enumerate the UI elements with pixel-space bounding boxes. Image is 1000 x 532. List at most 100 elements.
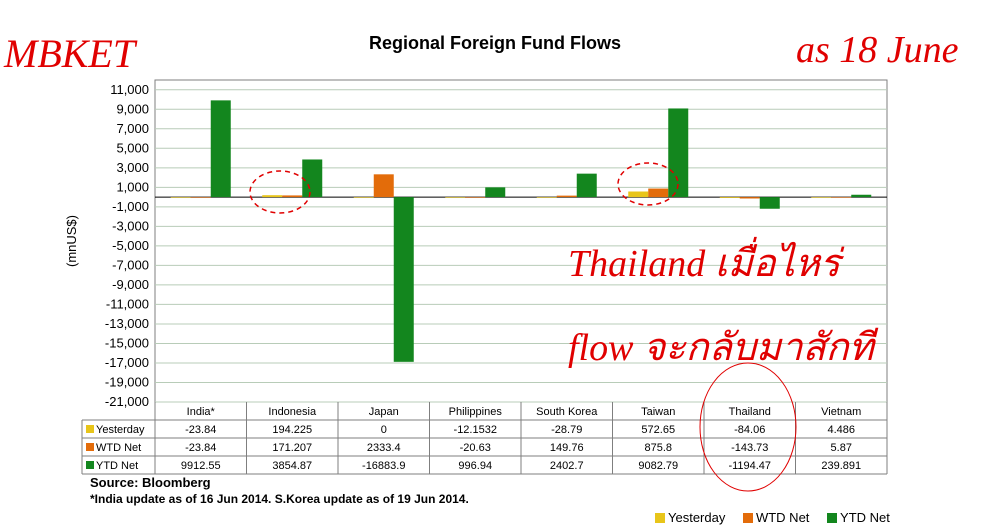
- bar-ytd-net: [302, 159, 323, 198]
- y-tick-label: -11,000: [106, 296, 149, 311]
- data-label: 171.207: [272, 442, 312, 454]
- bar-wtd-net: [190, 197, 211, 198]
- y-tick-label: 7,000: [116, 121, 149, 136]
- table-series-label: Yesterday: [96, 424, 145, 436]
- data-label: -12.1532: [454, 424, 497, 436]
- bar-wtd-net: [739, 197, 760, 199]
- as-of-date: as 18 June: [796, 29, 959, 71]
- y-tick-label: -7,000: [112, 257, 149, 272]
- bar-yesterday: [536, 197, 557, 198]
- chart-title: Regional Foreign Fund Flows: [369, 33, 621, 53]
- data-label: 2333.4: [367, 442, 401, 454]
- y-tick-label: -19,000: [105, 374, 149, 389]
- legend-swatch: [655, 513, 665, 523]
- x-tick-label: Thailand: [729, 406, 771, 418]
- legend-label: WTD Net: [755, 510, 810, 525]
- bar-ytd-net: [851, 194, 872, 198]
- table-swatch: [86, 425, 94, 433]
- data-label: 4.486: [827, 424, 855, 436]
- data-label: -23.84: [185, 424, 216, 436]
- x-tick-label: Japan: [369, 406, 399, 418]
- circle-thailand: [699, 362, 797, 492]
- bar-yesterday: [719, 197, 740, 198]
- data-label: 149.76: [550, 442, 584, 454]
- data-label: -20.63: [460, 442, 491, 454]
- bar-yesterday: [445, 197, 466, 198]
- data-label: -28.79: [551, 424, 582, 436]
- bar-yesterday: [353, 197, 374, 198]
- y-tick-label: -5,000: [112, 238, 149, 253]
- legend-label: YTD Net: [840, 510, 890, 525]
- legend: Yesterday WTD Net YTD Net: [655, 510, 904, 525]
- dashed-circle-taiwan: [617, 162, 679, 206]
- y-tick-label: 3,000: [116, 160, 149, 175]
- brand-label: MBKET: [4, 31, 136, 76]
- legend-swatch: [742, 513, 753, 523]
- x-tick-label: Vietnam: [821, 406, 861, 418]
- legend-item-wtd: WTD Net: [742, 510, 810, 525]
- bar-wtd-net: [648, 188, 669, 198]
- table-swatch: [86, 443, 94, 451]
- y-tick-label: -21,000: [105, 394, 149, 409]
- x-tick-label: Taiwan: [641, 406, 675, 418]
- bar-ytd-net: [485, 187, 506, 198]
- y-tick-label: -3,000: [112, 218, 149, 233]
- data-label: -143.73: [731, 442, 768, 454]
- bar-ytd-net: [668, 108, 689, 198]
- x-tick-label: South Korea: [536, 406, 598, 418]
- data-label: 572.65: [641, 424, 675, 436]
- bar-ytd-net: [576, 173, 597, 198]
- footnote: *India update as of 16 Jun 2014. S.Korea…: [90, 492, 469, 506]
- table-series-label: YTD Net: [96, 460, 138, 472]
- y-tick-label: -17,000: [105, 355, 149, 370]
- legend-item-ytd: YTD Net: [827, 510, 890, 525]
- y-tick-label: 1,000: [116, 179, 149, 194]
- bar-wtd-net: [373, 174, 394, 198]
- source-note: Source: Bloomberg: [90, 475, 211, 490]
- bar-yesterday: [170, 197, 191, 198]
- bar-ytd-net: [759, 197, 780, 209]
- bar-wtd-net: [282, 195, 303, 198]
- x-tick-label: Indonesia: [268, 406, 317, 418]
- data-label: -16883.9: [362, 460, 405, 472]
- y-tick-label: -15,000: [105, 335, 149, 350]
- y-tick-label: 5,000: [116, 140, 149, 155]
- data-label: 2402.7: [550, 460, 584, 472]
- table-series-label: WTD Net: [96, 442, 141, 454]
- data-label: 5.87: [831, 442, 852, 454]
- table-swatch: [86, 461, 94, 469]
- y-axis-label: (mnUS$): [64, 215, 79, 267]
- bar-yesterday: [811, 197, 832, 198]
- data-label: -23.84: [185, 442, 216, 454]
- y-tick-label: 9,000: [116, 101, 149, 116]
- x-tick-label: India*: [187, 406, 216, 418]
- bar-wtd-net: [831, 197, 852, 198]
- y-tick-label: -1,000: [112, 199, 149, 214]
- data-label: 3854.87: [272, 460, 312, 472]
- annotation-line-2: flow จะกลับมาสักที: [568, 327, 874, 369]
- bar-yesterday: [262, 195, 283, 198]
- data-label: -84.06: [734, 424, 765, 436]
- legend-swatch: [827, 513, 838, 523]
- data-label: 0: [381, 424, 387, 436]
- bar-ytd-net: [393, 197, 414, 362]
- y-tick-label: 11,000: [110, 82, 149, 97]
- dashed-circle-indonesia: [249, 170, 311, 214]
- data-label: 875.8: [644, 442, 672, 454]
- bar-ytd-net: [210, 100, 231, 198]
- bar-yesterday: [628, 191, 649, 198]
- data-label: -1194.47: [728, 460, 771, 472]
- x-tick-label: Philippines: [449, 406, 503, 418]
- bar-wtd-net: [556, 195, 577, 198]
- data-label: 9082.79: [638, 460, 678, 472]
- y-tick-label: -13,000: [105, 316, 149, 331]
- data-label: 194.225: [272, 424, 312, 436]
- legend-label: Yesterday: [668, 510, 726, 525]
- data-label: 239.891: [821, 460, 861, 472]
- bar-wtd-net: [465, 197, 486, 198]
- legend-item-yesterday: Yesterday: [655, 510, 725, 525]
- data-label: 996.94: [458, 460, 492, 472]
- annotation-line-1: Thailand เมื่อไหร่: [568, 243, 841, 285]
- data-label: 9912.55: [181, 460, 221, 472]
